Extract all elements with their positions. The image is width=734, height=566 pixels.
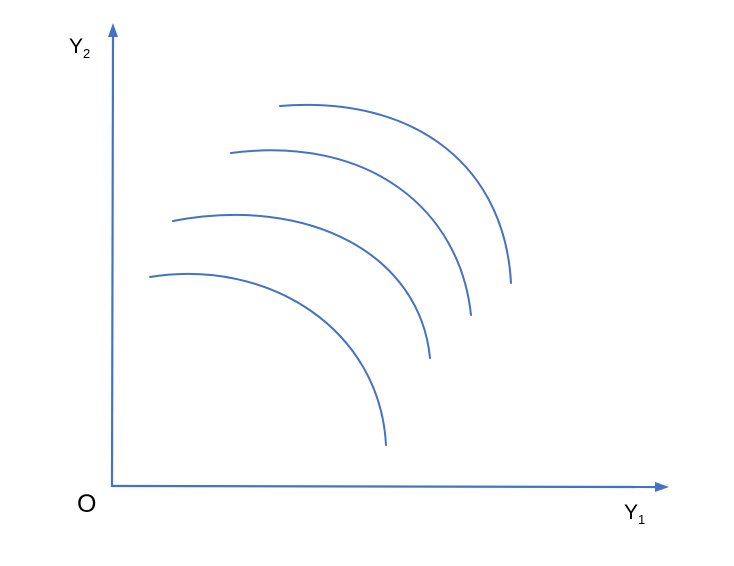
x-axis [110,482,669,492]
curve-3 [230,149,472,316]
y-axis [108,23,118,488]
x-axis-line [110,484,657,489]
y-axis-arrow-icon [108,23,118,37]
x-axis-label-subscript: 1 [638,512,645,527]
y-axis-line [110,35,115,488]
x-axis-arrow-icon [655,482,669,492]
curve-1 [149,272,387,446]
x-axis-label: Y1 [624,501,645,527]
origin-label: O [77,490,96,518]
y-axis-label: Y2 [69,35,90,61]
curve-2 [172,213,431,359]
curve-4 [279,103,512,284]
y-axis-label-subscript: 2 [83,46,90,61]
